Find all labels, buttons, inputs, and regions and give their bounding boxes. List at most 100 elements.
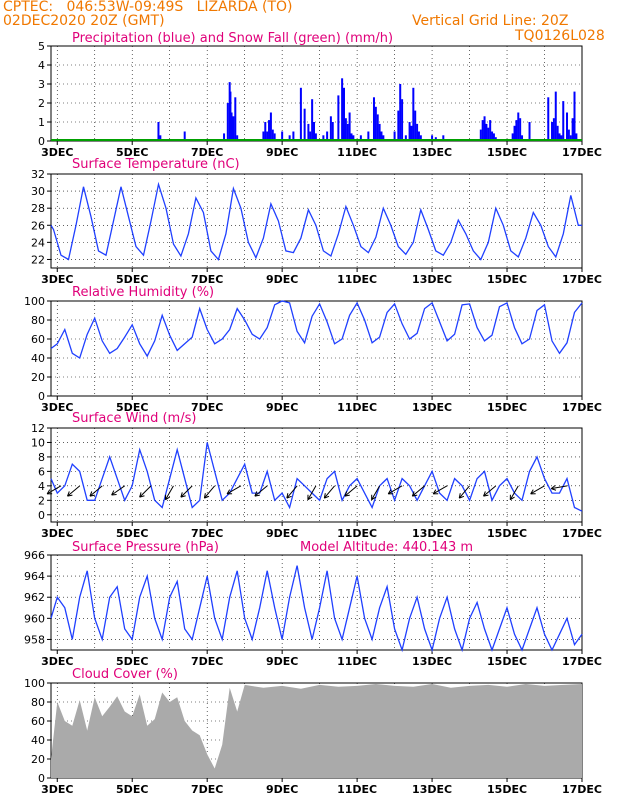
- wind-arrow-head: [89, 494, 95, 497]
- precip-bar: [401, 99, 404, 141]
- plot-frame: [50, 45, 583, 142]
- x-tick-label: 15DEC: [487, 273, 527, 286]
- wind-arrow: [89, 485, 103, 497]
- panel-5: Cloud Cover (%) 0 20 40 60 80 100 3DEC 5DEC 7DEC 9…: [24, 667, 602, 796]
- x-tick-label: 5DEC: [116, 401, 148, 414]
- precip-bar: [408, 122, 411, 141]
- x-tick-label: 17DEC: [562, 783, 602, 796]
- y-tick-label: 2: [38, 97, 45, 110]
- precip-bar: [511, 133, 514, 141]
- x-tick-label: 17DEC: [562, 273, 602, 286]
- header-datetime: 02DEC2020 20Z (GMT): [3, 13, 165, 29]
- precip-bar: [350, 133, 353, 141]
- wind-arrow-head: [46, 489, 51, 495]
- precip-bar: [376, 114, 379, 141]
- y-tick-label: 960: [24, 612, 45, 625]
- x-tick-label: 13DEC: [412, 527, 452, 540]
- x-tick-label: 17DEC: [562, 146, 602, 159]
- panel-1: Surface Temperature (nC) 22 24 26 28 30 32 3DEC…: [31, 157, 602, 286]
- precip-bar: [268, 120, 271, 141]
- y-tick-label: 60: [31, 715, 45, 728]
- y-tick-label: 0: [38, 135, 45, 148]
- wind-arrow: [509, 485, 519, 500]
- precip-bar: [230, 112, 233, 141]
- y-tick-label: 80: [31, 696, 45, 709]
- precip-bar: [560, 135, 563, 141]
- x-tick-label: 7DEC: [191, 655, 223, 668]
- precip-bar: [517, 112, 520, 141]
- x-tick-label: 3DEC: [41, 783, 73, 796]
- wind-arrow-head: [67, 494, 73, 497]
- precip-bar: [342, 87, 345, 141]
- x-tick-label: 3DEC: [41, 146, 73, 159]
- precip-bar: [264, 122, 267, 141]
- wind-arrow-head: [226, 489, 231, 495]
- x-tick-label: 11DEC: [337, 655, 377, 668]
- y-tick-label: 962: [24, 591, 45, 604]
- x-tick-label: 7DEC: [191, 783, 223, 796]
- series-line: [50, 181, 582, 261]
- wind-arrow: [458, 485, 470, 499]
- precip-bar: [314, 133, 317, 141]
- precip-bar: [521, 135, 524, 141]
- wind-arrow-head: [324, 495, 330, 499]
- x-tick-label: 13DEC: [412, 401, 452, 414]
- y-tick-label: 0: [38, 509, 45, 522]
- wind-arrow: [432, 485, 448, 495]
- precip-bar: [485, 123, 488, 141]
- wind-arrow-head: [483, 491, 486, 497]
- header-code: TQ0126L028: [515, 28, 605, 44]
- wind-arrow-head: [344, 491, 348, 497]
- wind-arrow: [46, 485, 62, 495]
- precip-bar: [552, 118, 555, 141]
- precip-bar: [329, 116, 332, 141]
- precip-bar: [380, 131, 383, 141]
- precip-bar: [416, 123, 419, 141]
- precip-bar: [346, 123, 349, 141]
- y-tick-label: 0: [38, 390, 45, 403]
- x-tick-label: 11DEC: [337, 401, 377, 414]
- panel-title: Surface Wind (m/s): [72, 411, 196, 426]
- precip-bar: [348, 112, 351, 141]
- precip-bar: [157, 122, 160, 141]
- panel-title: Surface Temperature (nC): [72, 157, 240, 172]
- wind-arrow-head: [387, 489, 392, 495]
- x-tick-label: 17DEC: [562, 655, 602, 668]
- wind-arrow: [307, 485, 317, 500]
- wind-arrow: [165, 485, 174, 500]
- wind-arrow-head: [165, 496, 170, 501]
- wind-arrow-head: [483, 494, 489, 497]
- y-tick-label: 1: [38, 116, 45, 129]
- wind-arrow: [371, 485, 381, 500]
- wind-arrow-head: [180, 492, 183, 498]
- precip-bar: [292, 131, 295, 141]
- precip-bar: [399, 84, 402, 141]
- precip-bar: [483, 116, 486, 141]
- x-tick-label: 17DEC: [562, 527, 602, 540]
- precip-bar: [489, 120, 492, 141]
- x-tick-label: 11DEC: [337, 527, 377, 540]
- x-tick-label: 5DEC: [116, 655, 148, 668]
- wind-arrow-head: [307, 496, 313, 501]
- series-line: [50, 565, 583, 653]
- y-tick-label: 60: [31, 333, 45, 346]
- wind-arrow-head: [412, 494, 418, 497]
- precip-bar: [223, 133, 226, 141]
- precip-bar: [554, 91, 557, 141]
- y-tick-label: 80: [31, 314, 45, 327]
- wind-arrow-head: [551, 488, 557, 491]
- precip-bar: [273, 133, 276, 141]
- y-tick-label: 10: [31, 436, 45, 449]
- precip-bar: [558, 133, 561, 141]
- y-tick-label: 0: [38, 772, 45, 785]
- precip-bar: [513, 125, 516, 141]
- x-tick-label: 11DEC: [337, 146, 377, 159]
- precip-bar: [547, 97, 550, 141]
- precip-bar: [374, 106, 377, 141]
- wind-arrow: [387, 485, 403, 495]
- x-tick-label: 15DEC: [487, 783, 527, 796]
- wind-arrow: [204, 485, 216, 499]
- y-tick-label: 22: [31, 253, 45, 266]
- series-line: [50, 442, 583, 512]
